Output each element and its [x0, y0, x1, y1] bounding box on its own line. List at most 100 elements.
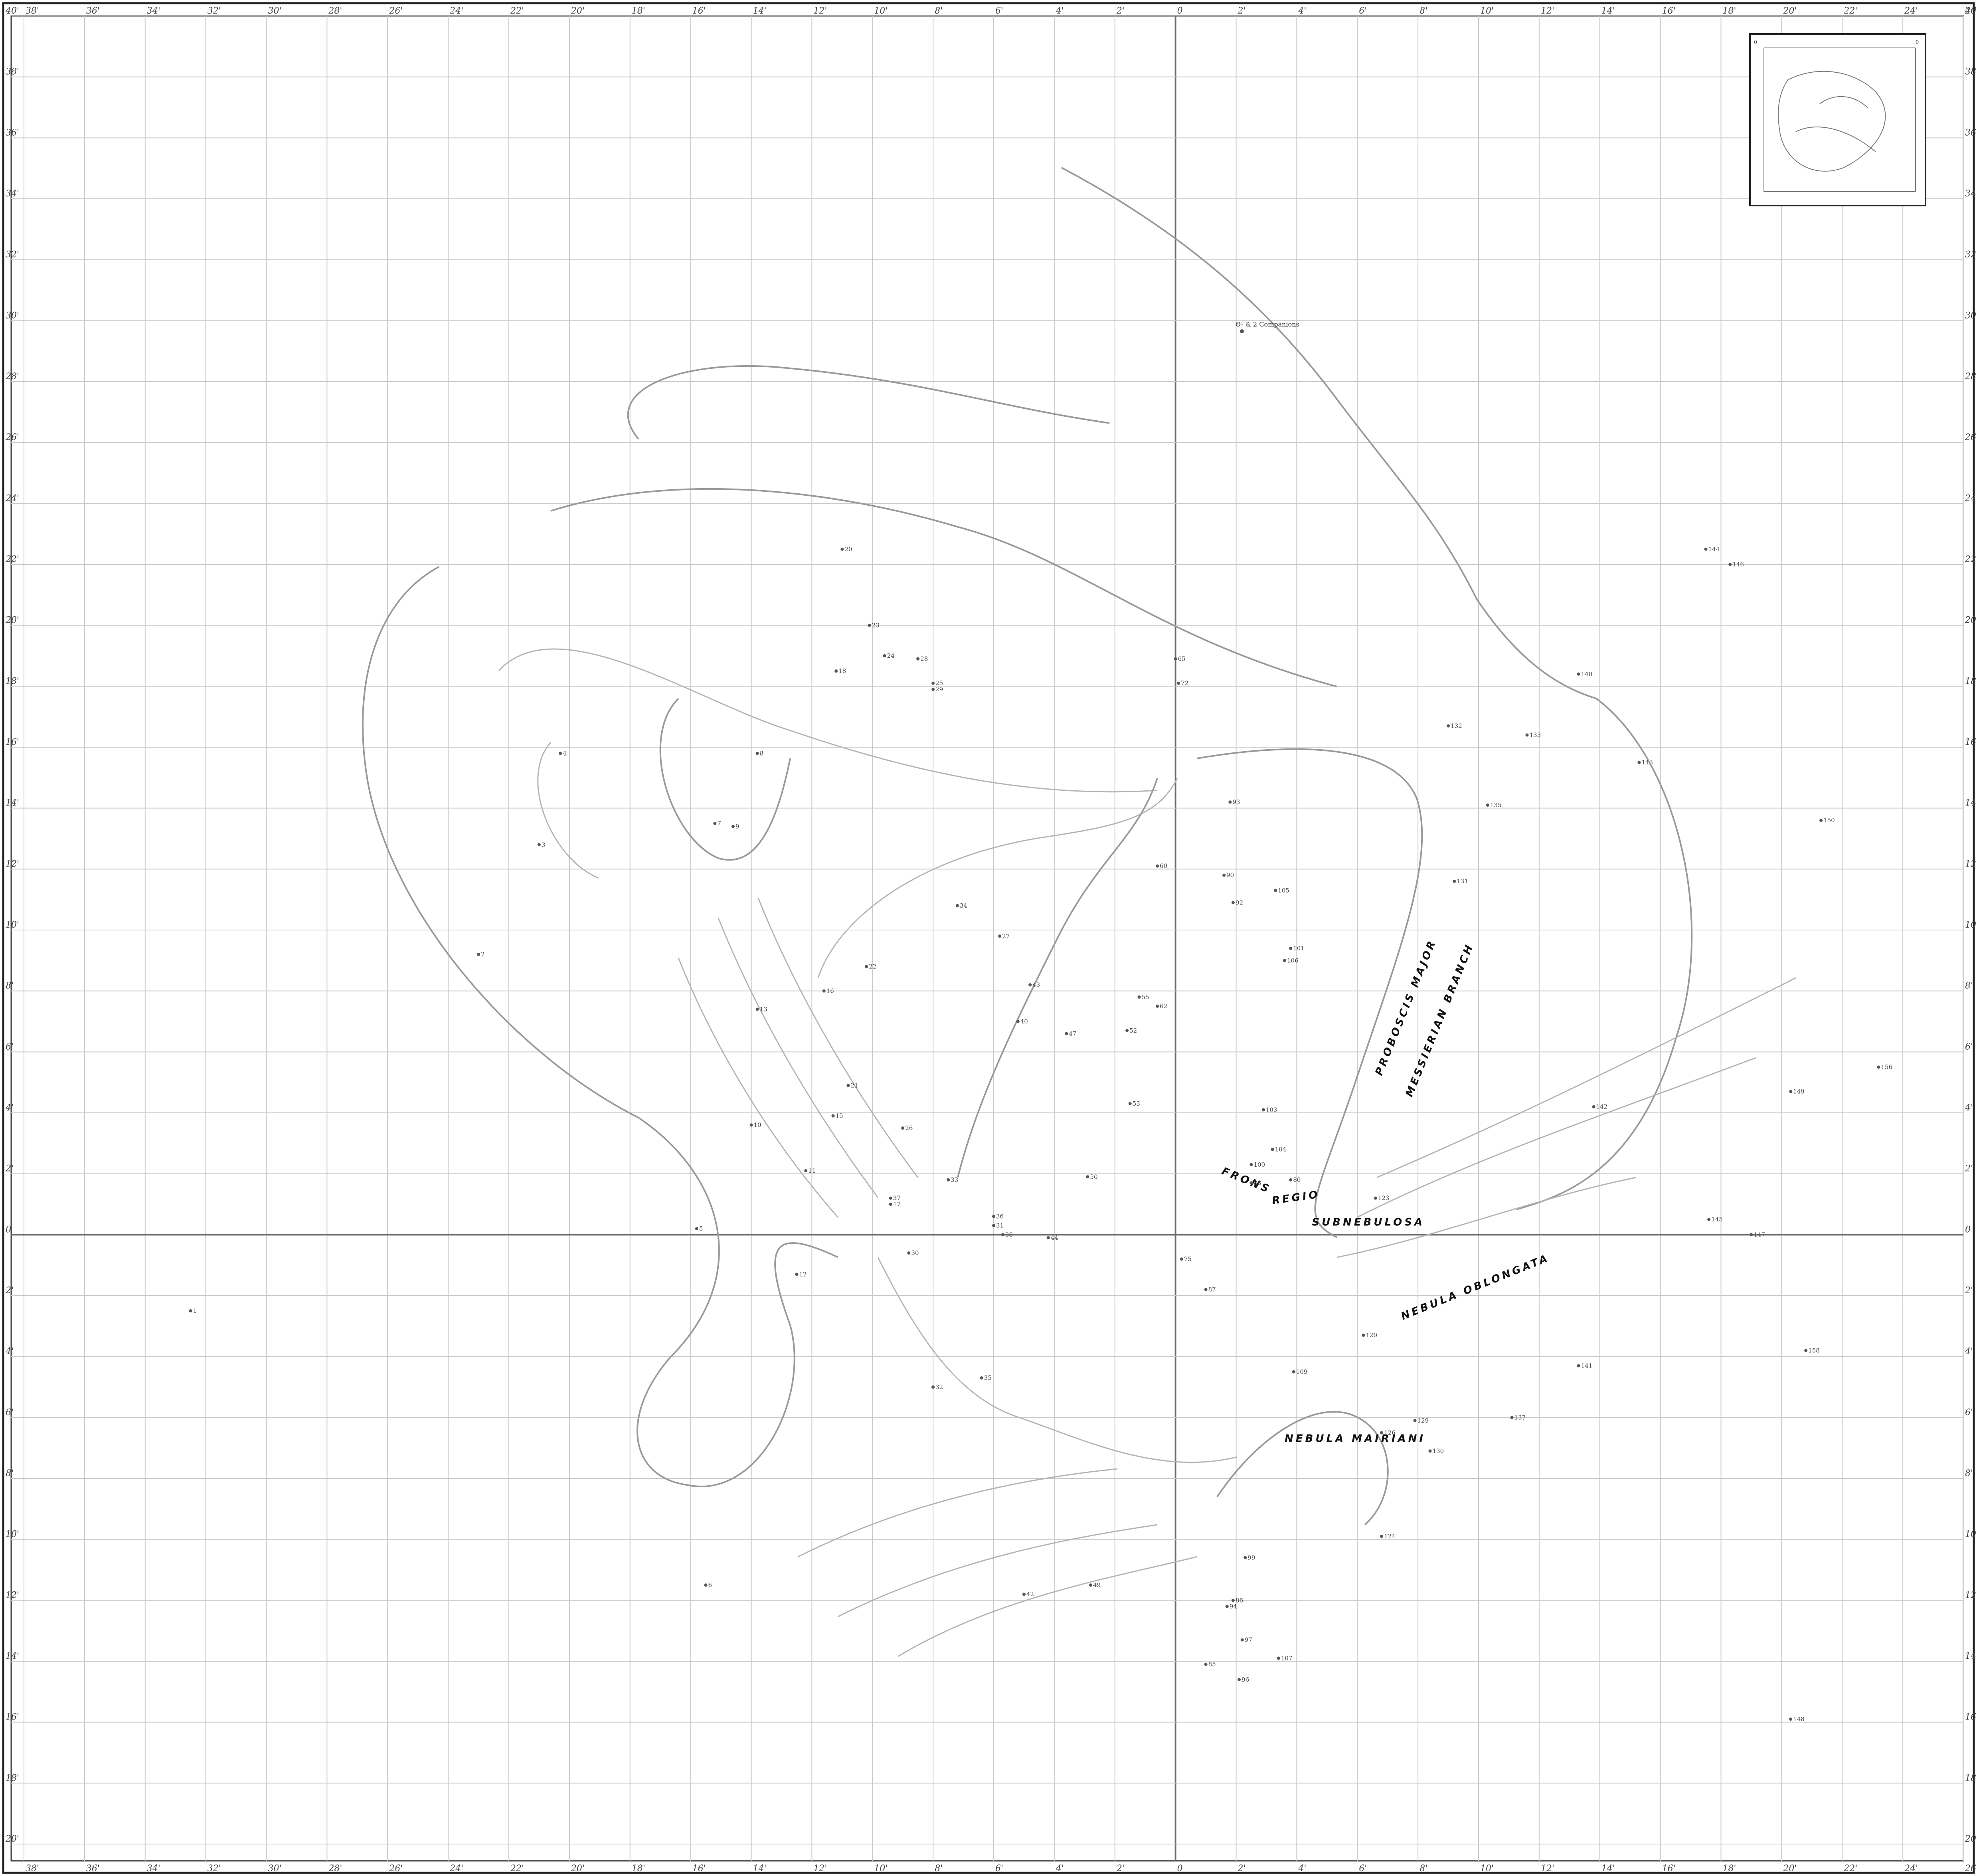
star-label: 144	[1708, 546, 1720, 553]
star-point	[907, 1251, 911, 1255]
star-label: 150	[1823, 817, 1835, 824]
x-tick-label-top: 6'	[995, 6, 1003, 16]
x-tick-label-bottom: 30'	[268, 1864, 282, 1874]
star-label: 4	[563, 750, 567, 757]
x-tick-label-bottom: 18'	[632, 1864, 645, 1874]
star-label: 156	[1881, 1064, 1892, 1071]
star-label: 27	[1002, 932, 1010, 940]
x-tick-label-bottom: 8'	[1419, 1864, 1427, 1874]
star-point	[1292, 1370, 1295, 1373]
star-label: 72	[1181, 680, 1188, 687]
star-point	[846, 1084, 850, 1087]
star-point	[1704, 547, 1708, 551]
star-label: 24	[887, 652, 895, 659]
star-point	[537, 843, 541, 847]
star-label: 92	[1236, 899, 1243, 906]
y-tick-label-left: 6'	[6, 1042, 14, 1052]
x-tick-label-top: 2'	[1238, 6, 1246, 16]
star-label: 62	[1160, 1003, 1167, 1010]
y-tick-label-left: 38'	[6, 67, 19, 77]
x-tick-label-top: 26'	[389, 6, 403, 16]
star-point	[955, 904, 959, 907]
svg-text:0: 0	[1754, 40, 1757, 46]
star-point	[1486, 803, 1489, 807]
x-tick-label-top: 0	[1177, 6, 1183, 16]
star-label: 25	[935, 680, 943, 687]
x-tick-label-top: 10'	[1480, 6, 1494, 16]
x-tick-label-top: 14'	[1601, 6, 1615, 16]
star-point	[731, 825, 735, 828]
y-tick-label-right: 28'	[1965, 372, 1977, 382]
star-point	[1637, 761, 1641, 764]
y-tick-label-right: 14'	[1965, 1651, 1977, 1661]
star-label: 17	[893, 1201, 901, 1208]
x-tick-label-top: 36'	[86, 6, 100, 16]
x-tick-label-bottom: 4'	[1056, 1864, 1064, 1874]
y-tick-label-right: 26'	[1965, 433, 1977, 443]
y-tick-label-left: 20'	[5, 615, 19, 625]
x-tick-label-bottom: 14'	[1601, 1864, 1615, 1874]
y-tick-label-left: 24'	[5, 493, 19, 503]
star-point	[834, 669, 838, 673]
star-point	[1204, 1662, 1208, 1666]
x-tick-label-top: 10'	[874, 6, 888, 16]
star-point	[1428, 1449, 1432, 1453]
svg-text:0: 0	[1916, 40, 1919, 46]
star-point	[1789, 1090, 1793, 1093]
x-tick-label-bottom: 14'	[753, 1864, 767, 1874]
x-tick-label-bottom: 24'	[1904, 1864, 1918, 1874]
star-point	[931, 687, 935, 691]
y-tick-label-right: 32'	[1965, 250, 1977, 260]
x-tick-label-bottom: 0	[1177, 1864, 1183, 1874]
inset-map: 0 0	[1749, 33, 1926, 206]
star-point	[755, 752, 759, 755]
y-tick-label-left: 18'	[6, 676, 19, 686]
star-point	[998, 934, 1002, 938]
x-tick-label-top: 6'	[1359, 6, 1367, 16]
star-label: 124	[1384, 1533, 1396, 1540]
y-tick-label-right: 10'	[1965, 920, 1977, 930]
x-tick-label-bottom: 26'	[1965, 1864, 1977, 1874]
star-point	[901, 1126, 905, 1130]
star-label: 90	[1226, 872, 1234, 879]
x-tick-label-top: 18'	[1723, 6, 1736, 16]
star-point	[1137, 995, 1141, 999]
star-label: 65	[1178, 655, 1186, 663]
companions-annotation: Θ¹ & 2 Companions	[1236, 321, 1299, 333]
x-tick-label-top: 16'	[1662, 6, 1676, 16]
star-point	[980, 1376, 983, 1380]
star-point	[1089, 1583, 1092, 1587]
star-label: 31	[996, 1222, 1004, 1229]
star-point	[1289, 946, 1293, 950]
x-tick-label-bottom: 20'	[571, 1864, 585, 1874]
star-point	[1819, 819, 1823, 822]
nebula-contours	[362, 167, 1796, 1657]
star-point	[1453, 879, 1456, 883]
x-tick-label-top: 20'	[1783, 6, 1797, 16]
star-label: 85	[1208, 1661, 1216, 1668]
star-label: 130	[1433, 1447, 1444, 1454]
star-label: 3	[542, 841, 546, 848]
star-point	[1156, 1004, 1159, 1008]
star-label: 140	[1581, 671, 1593, 678]
star-label: 6	[708, 1581, 712, 1589]
y-tick-label-left: 26'	[5, 433, 19, 443]
star-point	[749, 1123, 753, 1127]
x-tick-label-bottom: 38'	[26, 1864, 39, 1874]
y-tick-label-right: 2'	[1965, 1164, 1973, 1174]
y-tick-label-right: 16'	[1965, 1712, 1977, 1722]
star-markers: 1234567891011121315161718202122232425262…	[189, 546, 1892, 1723]
x-tick-label-bottom: 20'	[1783, 1864, 1797, 1874]
star-point	[1046, 1236, 1050, 1239]
y-tick-label-left: 8'	[6, 981, 14, 991]
y-tick-label-left: 36'	[6, 128, 19, 138]
y-tick-label-left: 14'	[6, 798, 19, 808]
star-point	[1028, 983, 1032, 987]
x-tick-label-bottom: 2'	[1238, 1864, 1246, 1874]
y-tick-label-left: 6'	[6, 1407, 14, 1417]
star-point	[1789, 1718, 1793, 1721]
star-point	[1001, 1233, 1004, 1237]
star-label: 35	[984, 1374, 992, 1381]
